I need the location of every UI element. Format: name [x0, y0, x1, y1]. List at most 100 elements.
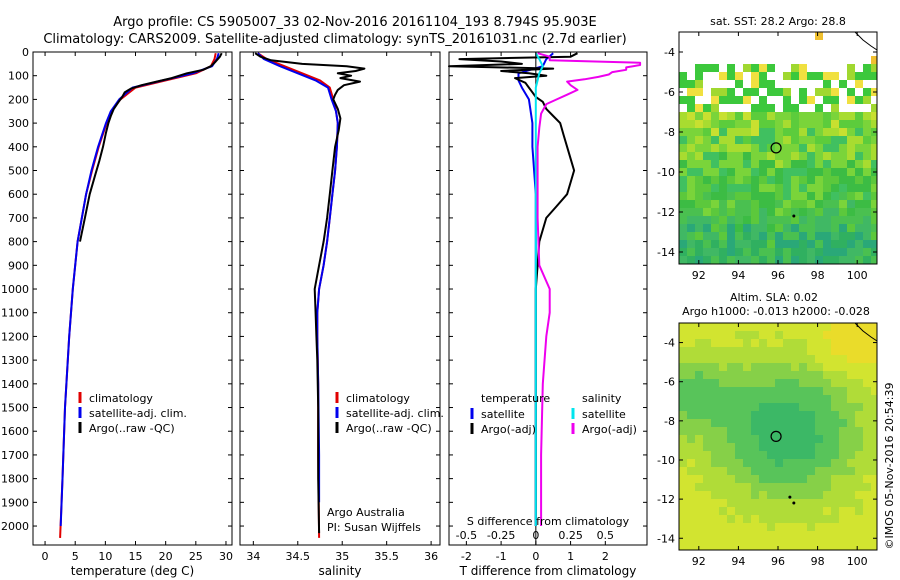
heatmap-cell [735, 208, 743, 216]
heatmap-cell [847, 379, 855, 387]
heatmap-cell [735, 547, 743, 550]
heatmap-cell [727, 240, 735, 248]
heatmap-cell [871, 451, 877, 459]
heatmap-cell [863, 144, 871, 152]
plots-layer: 0100200300400500600700800900100011001200… [1, 15, 878, 578]
heatmap-cell [839, 515, 847, 523]
heatmap-cell [743, 128, 751, 136]
x-axis-label: temperature (deg C) [71, 564, 194, 578]
heatmap-cell [735, 387, 743, 395]
salinity-series-2 [254, 52, 366, 534]
heatmap-cell [863, 363, 871, 371]
heatmap-cell [743, 475, 751, 483]
heatmap-cell [815, 443, 823, 451]
heatmap-cell [759, 200, 767, 208]
heatmap-cell [855, 96, 863, 104]
heatmap-cell [831, 224, 839, 232]
heatmap-cell [679, 96, 687, 104]
heatmap-cell [831, 499, 839, 507]
heatmap-cell [855, 355, 863, 363]
heatmap-cell [759, 192, 767, 200]
heatmap-cell [839, 323, 847, 331]
heatmap-cell [751, 224, 759, 232]
legend-label: satellite [582, 408, 626, 421]
heatmap-cell [783, 136, 791, 144]
heatmap-cell [711, 347, 719, 355]
heatmap-cell [687, 475, 695, 483]
sst-heatmap-cells [679, 32, 877, 264]
heatmap-cell [799, 411, 807, 419]
heatmap-cell [679, 523, 687, 531]
heatmap-cell [703, 152, 711, 160]
heatmap-cell [735, 80, 743, 88]
heatmap-cell [727, 499, 735, 507]
heatmap-cell [847, 443, 855, 451]
heatmap-cell [847, 363, 855, 371]
x-tick-label: 34.5 [286, 550, 311, 563]
heatmap-cell [839, 224, 847, 232]
heatmap-cell [871, 56, 877, 64]
heatmap-cell [703, 176, 711, 184]
heatmap-cell [807, 475, 815, 483]
heatmap-cell [815, 192, 823, 200]
heatmap-cell [711, 192, 719, 200]
heatmap-cell [687, 395, 695, 403]
heatmap-cell [743, 256, 751, 264]
heatmap-cell [687, 160, 695, 168]
heatmap-cell [871, 192, 877, 200]
heatmap-cell [759, 435, 767, 443]
heatmap-cell [711, 112, 719, 120]
heatmap-cell [871, 531, 877, 539]
heatmap-cell [783, 491, 791, 499]
heatmap-cell [743, 547, 751, 550]
heatmap-cell [791, 339, 799, 347]
heatmap-cell [719, 419, 727, 427]
heatmap-cell [847, 347, 855, 355]
heatmap-cell [799, 160, 807, 168]
heatmap-cell [687, 192, 695, 200]
heatmap-cell [743, 64, 751, 72]
heatmap-cell [791, 208, 799, 216]
heatmap-cell [695, 475, 703, 483]
y-tick-label: 700 [8, 212, 29, 225]
heatmap-cell [799, 539, 807, 547]
heatmap-cell [847, 64, 855, 72]
heatmap-cell [815, 144, 823, 152]
heatmap-cell [799, 339, 807, 347]
heatmap-cell [751, 499, 759, 507]
heatmap-cell [687, 347, 695, 355]
coastline [854, 322, 878, 342]
heatmap-cell [703, 483, 711, 491]
heatmap-cell [799, 459, 807, 467]
heatmap-cell [791, 459, 799, 467]
heatmap-cell [831, 507, 839, 515]
heatmap-cell [687, 144, 695, 152]
heatmap-cell [815, 491, 823, 499]
heatmap-cell [775, 355, 783, 363]
heatmap-cell [871, 411, 877, 419]
heatmap-cell [799, 379, 807, 387]
heatmap-cell [759, 515, 767, 523]
heatmap-cell [863, 395, 871, 403]
heatmap-cell [839, 427, 847, 435]
heatmap-cell [687, 331, 695, 339]
heatmap-cell [727, 72, 735, 80]
heatmap-cell [839, 443, 847, 451]
heatmap-cell [775, 160, 783, 168]
heatmap-cell [743, 411, 751, 419]
differences-series-2 [534, 52, 544, 526]
heatmap-cell [783, 379, 791, 387]
heatmap-cell [831, 419, 839, 427]
legend-label: Argo(..raw -QC) [346, 422, 432, 435]
heatmap-cell [751, 531, 759, 539]
heatmap-cell [783, 515, 791, 523]
heatmap-cell [695, 128, 703, 136]
heatmap-cell [775, 331, 783, 339]
heatmap-cell [751, 168, 759, 176]
heatmap-cell [855, 192, 863, 200]
heatmap-cell [807, 507, 815, 515]
heatmap-cell [759, 96, 767, 104]
heatmap-cell [679, 136, 687, 144]
heatmap-cell [711, 64, 719, 72]
heatmap-cell [807, 395, 815, 403]
